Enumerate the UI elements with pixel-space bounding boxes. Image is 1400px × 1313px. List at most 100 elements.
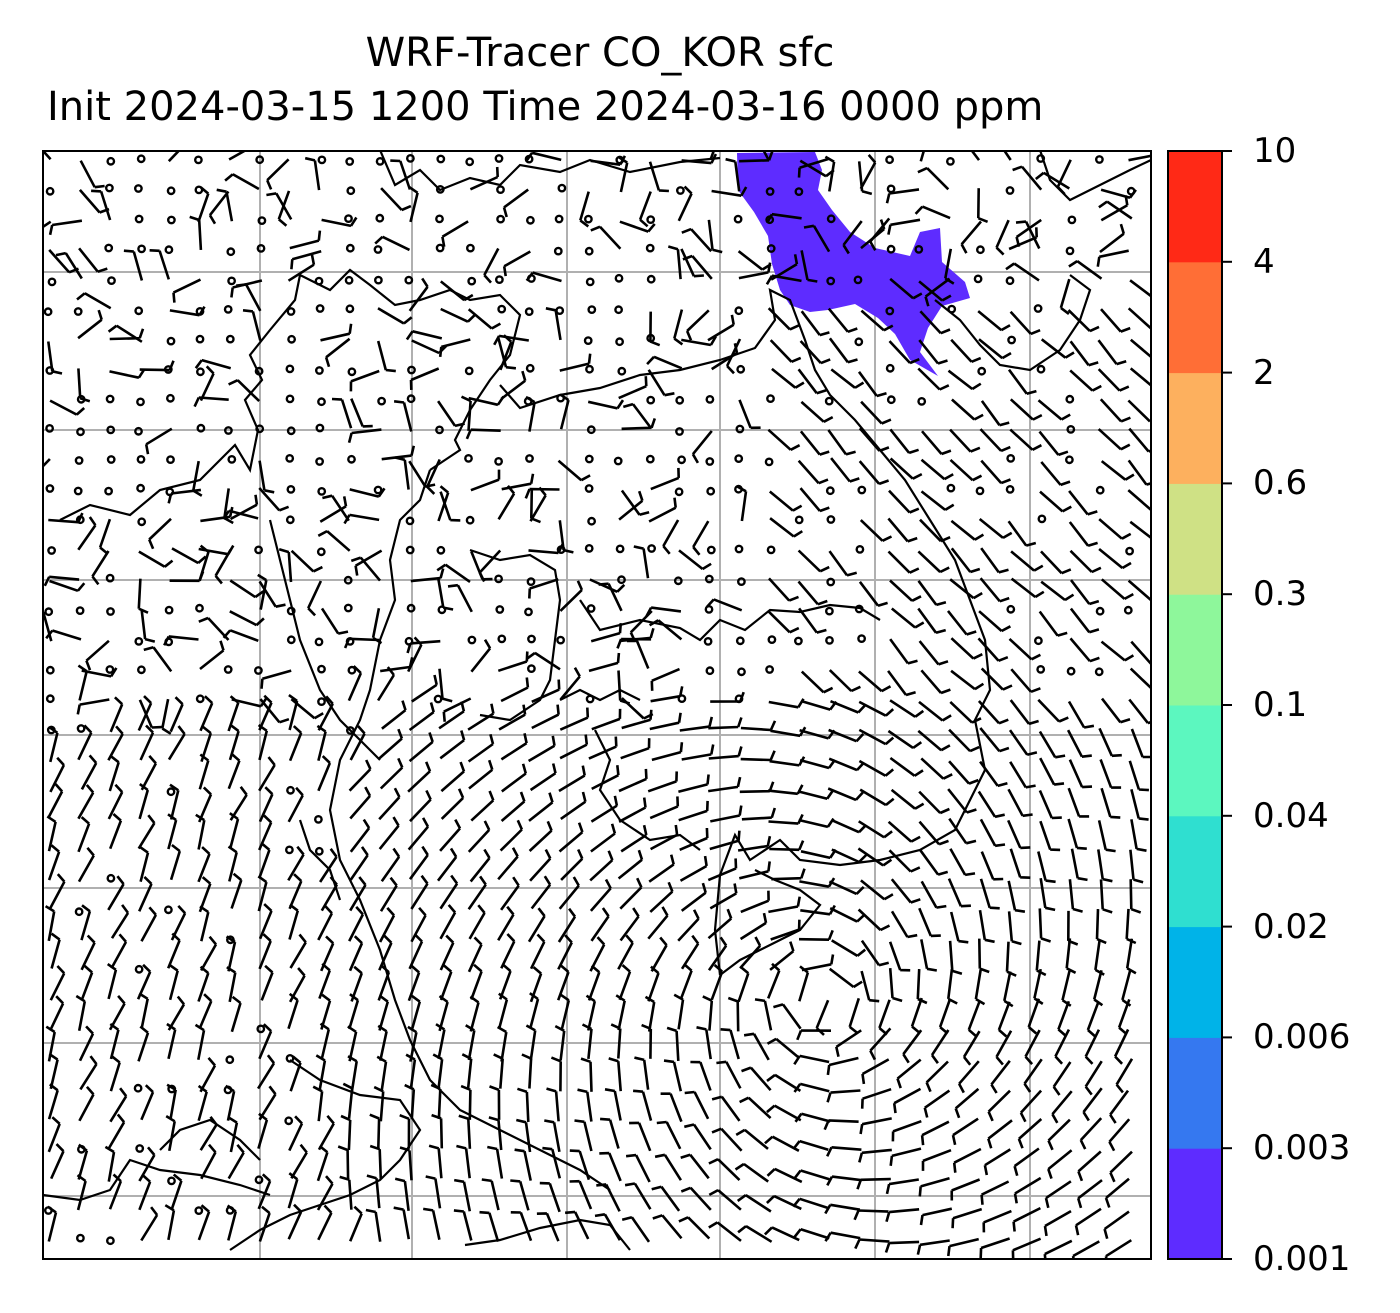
wind-barb xyxy=(339,1175,353,1210)
calm-wind-circle xyxy=(225,334,235,344)
calm-wind-circle xyxy=(825,606,834,616)
wind-barb xyxy=(410,906,427,943)
wind-barb xyxy=(438,701,466,730)
calm-wind-circle xyxy=(496,185,505,195)
wind-barb xyxy=(557,459,591,482)
wind-barb xyxy=(681,153,718,165)
wind-barb xyxy=(266,158,290,190)
wind-barb xyxy=(1039,820,1061,852)
wind-barb xyxy=(589,878,612,912)
wind-barb xyxy=(587,399,625,410)
calm-wind-circle xyxy=(166,186,176,196)
wind-barb xyxy=(76,1174,87,1211)
wind-barb xyxy=(348,906,365,942)
wind-barb xyxy=(317,755,332,792)
wind-barb xyxy=(598,582,623,612)
wind-barb xyxy=(622,402,653,429)
wind-barb xyxy=(1125,938,1137,975)
wind-barb xyxy=(737,835,772,852)
wind-barb xyxy=(374,235,411,252)
wind-barb xyxy=(225,1084,236,1121)
wind-barb xyxy=(736,485,748,522)
calm-wind-circle xyxy=(165,393,175,403)
wind-barb xyxy=(889,428,920,455)
tracer-plume xyxy=(737,152,970,376)
wind-barb xyxy=(618,797,647,823)
wind-barb xyxy=(229,610,265,627)
wind-barb xyxy=(407,817,430,851)
wind-barb xyxy=(1099,398,1131,423)
calm-wind-circle xyxy=(705,666,715,676)
calm-wind-circle xyxy=(617,575,626,585)
calm-wind-circle xyxy=(1095,155,1104,164)
wind-barb xyxy=(198,544,210,581)
wind-barb xyxy=(765,274,802,285)
wind-barb xyxy=(826,1089,861,1103)
wind-barb xyxy=(50,932,61,969)
wind-barb xyxy=(289,230,322,250)
calm-wind-circle xyxy=(134,637,144,646)
wind-barb xyxy=(227,845,238,882)
calm-wind-circle xyxy=(646,395,656,405)
calm-wind-circle xyxy=(136,454,146,464)
wind-barb xyxy=(681,227,713,253)
calm-wind-circle xyxy=(105,394,115,404)
calm-wind-circle xyxy=(194,1206,204,1216)
wind-barb xyxy=(501,763,528,793)
wind-barb xyxy=(801,954,835,972)
wind-barb xyxy=(1130,819,1147,852)
wind-barb xyxy=(1007,819,1031,850)
calm-wind-circle xyxy=(163,905,173,915)
wind-barb xyxy=(287,254,316,282)
wind-barb xyxy=(106,963,118,1000)
wind-barb xyxy=(679,716,714,732)
wind-barb xyxy=(707,219,723,254)
wind-barb xyxy=(226,966,237,1003)
wind-barb xyxy=(741,807,777,821)
wind-barb xyxy=(797,549,830,573)
wind-barb xyxy=(542,1146,562,1179)
wind-barb xyxy=(516,1118,532,1153)
calm-wind-circle xyxy=(136,154,146,164)
wind-barb xyxy=(797,368,827,395)
wind-barb xyxy=(793,1169,830,1181)
calm-wind-circle xyxy=(586,425,596,435)
wind-barb xyxy=(888,340,920,365)
calm-wind-circle xyxy=(166,215,176,225)
wind-barb xyxy=(347,1055,358,1092)
wind-barb xyxy=(349,725,366,761)
calm-wind-circle xyxy=(136,483,146,493)
calm-wind-circle xyxy=(706,486,716,496)
wind-barb xyxy=(349,786,372,820)
wind-barb xyxy=(316,724,327,762)
wind-barb xyxy=(399,1146,413,1181)
wind-barb xyxy=(768,490,803,512)
wind-barb xyxy=(144,427,173,455)
calm-wind-circle xyxy=(105,665,115,674)
wind-barb xyxy=(740,720,777,732)
wind-barb xyxy=(1069,637,1100,663)
wind-barb xyxy=(77,724,93,761)
wind-barb xyxy=(769,517,803,538)
wind-barb xyxy=(720,1028,740,1060)
wind-barb xyxy=(856,1177,891,1190)
wind-barb xyxy=(236,283,262,312)
wind-barb xyxy=(1038,789,1062,820)
wind-barb xyxy=(530,875,552,910)
wind-barb xyxy=(708,1221,742,1242)
wind-barb xyxy=(663,1059,683,1092)
wind-barb xyxy=(408,186,419,223)
wind-barb xyxy=(1100,195,1129,222)
wind-barb xyxy=(652,1214,683,1240)
calm-wind-circle xyxy=(853,275,863,285)
wind-barb xyxy=(1043,1239,1073,1259)
calm-wind-circle xyxy=(314,276,324,286)
wind-barb xyxy=(168,963,179,1001)
wind-barb xyxy=(425,1175,442,1209)
calm-wind-circle xyxy=(47,546,56,555)
calm-wind-circle xyxy=(467,276,477,286)
wind-barb xyxy=(559,393,570,430)
wind-barb xyxy=(80,904,92,941)
calm-wind-circle xyxy=(345,304,355,314)
